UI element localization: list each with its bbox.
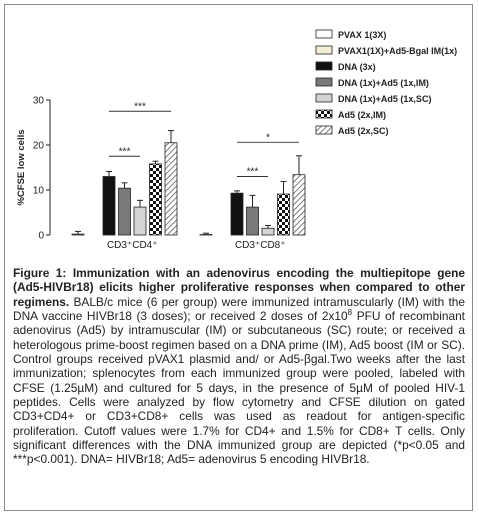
legend-label: Ad5 (2x,SC)	[338, 126, 389, 136]
significance-label: *	[266, 132, 270, 143]
y-tick-label: 30	[33, 96, 45, 107]
bar-chart: 0 10 20 30 %CFSE low cells CD3⁺CD4⁺ CD3⁺CD8⁺ *…	[16, 29, 457, 252]
caption-superscript: 8	[347, 308, 353, 318]
significance-annotations: **********	[109, 101, 299, 178]
legend-label: DNA (1x)+Ad5 (1x,SC)	[338, 94, 431, 104]
legend-swatch	[315, 61, 333, 71]
significance-label: ***	[134, 101, 146, 112]
legend-label: PVAX 1(3X)	[338, 30, 386, 40]
chart-bars	[71, 130, 306, 236]
legend-label: DNA (3x)	[338, 62, 376, 72]
bar	[230, 192, 244, 236]
figure-caption: Figure 1: Immunization with an adenoviru…	[13, 266, 465, 467]
legend-swatch	[315, 109, 333, 119]
legend-label: DNA (1x)+Ad5 (1x,IM)	[338, 78, 429, 88]
bar	[292, 174, 306, 236]
legend-label: Ad5 (2x,IM)	[338, 110, 386, 120]
y-tick-label: 10	[33, 186, 45, 197]
legend-swatch	[315, 29, 333, 39]
bar	[261, 227, 275, 236]
caption-text-part-2: PFU of recombinant adenovirus (Ad5) by i…	[13, 309, 465, 467]
legend-swatch	[315, 45, 333, 55]
y-tick-label: 20	[33, 141, 45, 152]
group-label: CD3⁺CD4⁺	[107, 240, 158, 251]
bar	[246, 206, 259, 236]
legend-swatch	[315, 125, 333, 135]
chart-axes: 0 10 20 30 %CFSE low cells CD3⁺CD4⁺ CD3⁺CD8⁺	[16, 96, 286, 252]
bar	[149, 163, 162, 236]
bar	[164, 142, 178, 236]
y-axis-title: %CFSE low cells	[16, 129, 27, 205]
significance-label: ***	[247, 167, 259, 178]
caption-text-part-1: BALB/c mice (6 per group) were immunized…	[13, 294, 465, 324]
significance-label: ***	[119, 146, 131, 157]
bar	[277, 193, 290, 236]
bar	[71, 233, 85, 236]
legend-swatch	[315, 77, 333, 87]
legend-label: PVAX1(1X)+Ad5-Bgal IM(1x)	[338, 46, 457, 56]
figure-border	[4, 4, 473, 511]
bar	[133, 206, 147, 236]
bar	[118, 187, 131, 236]
legend-swatch	[315, 93, 333, 103]
chart-legend: PVAX 1(3X) PVAX1(1X)+Ad5-Bgal IM(1x) DNA (…	[315, 29, 457, 136]
caption-label: Figure 1: Immunization with an adenoviru…	[13, 266, 465, 309]
y-tick-label: 0	[38, 231, 44, 242]
group-label: CD3⁺CD8⁺	[235, 240, 286, 251]
bar	[102, 176, 116, 236]
